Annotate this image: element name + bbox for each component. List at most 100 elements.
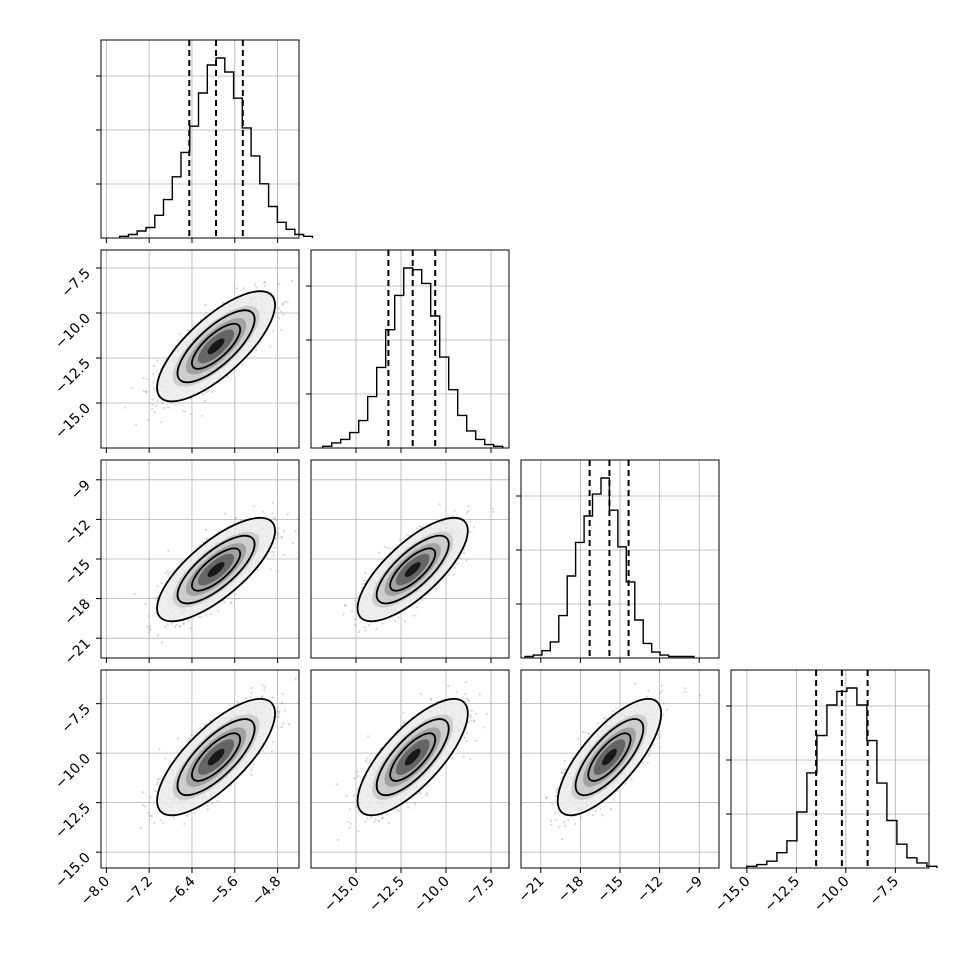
scatter-point bbox=[278, 307, 281, 310]
scatter-point bbox=[467, 504, 470, 508]
scatter-point bbox=[260, 340, 263, 343]
scatter-point bbox=[378, 552, 381, 555]
scatter-point bbox=[156, 399, 159, 403]
scatter-point bbox=[242, 287, 245, 290]
scatter-point bbox=[207, 389, 210, 392]
scatter-point bbox=[187, 619, 190, 622]
scatter-point bbox=[151, 373, 155, 376]
scatter-point bbox=[473, 526, 476, 529]
scatter-point bbox=[286, 301, 289, 304]
scatter-point bbox=[153, 411, 156, 414]
scatter-point bbox=[190, 413, 193, 416]
scatter-point bbox=[291, 280, 294, 283]
scatter-point bbox=[169, 571, 172, 574]
scatter-point bbox=[166, 569, 169, 572]
scatter-point bbox=[241, 363, 244, 366]
y-tick-label: −21 bbox=[62, 636, 94, 668]
scatter-point bbox=[142, 377, 145, 380]
scatter-point bbox=[253, 505, 256, 508]
scatter-point bbox=[164, 625, 167, 628]
scatter-point bbox=[210, 390, 213, 394]
scatter-point bbox=[283, 553, 286, 557]
scatter-point bbox=[124, 406, 127, 409]
scatter-point bbox=[151, 398, 154, 401]
scatter-point bbox=[182, 410, 185, 413]
scatter-point bbox=[210, 613, 213, 616]
y-tick-label: −15.0 bbox=[52, 401, 94, 443]
scatter-point bbox=[174, 404, 178, 407]
scatter-point bbox=[179, 333, 182, 336]
scatter-point bbox=[276, 570, 279, 573]
scatter-point bbox=[459, 557, 462, 560]
scatter-point bbox=[146, 418, 149, 422]
scatter-point bbox=[383, 545, 386, 549]
scatter-point bbox=[200, 615, 203, 619]
scatter-point bbox=[276, 535, 280, 539]
scatter-point bbox=[234, 516, 237, 519]
scatter-point bbox=[201, 414, 204, 417]
scatter-point bbox=[205, 528, 208, 532]
scatter-point bbox=[397, 616, 400, 619]
panel-frame bbox=[310, 249, 510, 449]
scatter-point bbox=[156, 359, 159, 362]
scatter-point bbox=[354, 599, 357, 602]
scatter-point bbox=[272, 330, 275, 333]
scatter-point bbox=[163, 407, 166, 410]
scatter-point bbox=[469, 531, 472, 534]
scatter-point bbox=[455, 562, 458, 565]
scatter-point bbox=[151, 403, 154, 406]
scatter-point bbox=[160, 421, 163, 424]
scatter-point bbox=[281, 303, 284, 306]
scatter-point bbox=[271, 501, 274, 504]
scatter-point bbox=[263, 280, 266, 284]
scatter-point bbox=[204, 399, 207, 402]
scatter-point bbox=[262, 510, 265, 514]
scatter-point bbox=[286, 512, 289, 516]
scatter-point bbox=[161, 402, 164, 405]
scatter-point bbox=[174, 625, 177, 629]
scatter-point bbox=[227, 375, 230, 378]
scatter-point bbox=[204, 614, 208, 617]
scatter-point bbox=[375, 627, 378, 631]
scatter-point bbox=[167, 406, 170, 409]
scatter-point bbox=[144, 390, 147, 394]
scatter-point bbox=[354, 603, 357, 606]
scatter-point bbox=[166, 623, 169, 626]
scatter-point bbox=[235, 287, 238, 290]
scatter-point bbox=[148, 625, 151, 628]
scatter-point bbox=[280, 310, 283, 313]
scatter-point bbox=[223, 600, 226, 604]
scatter-point bbox=[205, 311, 208, 314]
scatter-point bbox=[363, 626, 366, 629]
scatter-point bbox=[398, 538, 402, 541]
scatter-point bbox=[217, 609, 220, 613]
scatter-point bbox=[404, 620, 407, 623]
scatter-point bbox=[469, 520, 472, 524]
scatter-point bbox=[142, 389, 145, 393]
scatter-point bbox=[204, 303, 207, 306]
scatter-point bbox=[389, 547, 392, 550]
y-tick-label: −10.0 bbox=[52, 311, 94, 353]
scatter-point bbox=[358, 630, 361, 634]
scatter-point bbox=[176, 338, 179, 341]
scatter-point bbox=[155, 404, 158, 407]
scatter-point bbox=[273, 546, 276, 549]
panel-0-0 bbox=[96, 39, 314, 243]
scatter-point bbox=[277, 317, 280, 320]
scatter-point bbox=[344, 604, 347, 608]
scatter-point bbox=[281, 302, 284, 305]
scatter-point bbox=[152, 381, 155, 384]
scatter-point bbox=[354, 618, 357, 621]
scatter-point bbox=[152, 365, 155, 368]
scatter-point bbox=[135, 423, 138, 426]
scatter-point bbox=[274, 517, 277, 520]
scatter-point bbox=[160, 581, 163, 585]
scatter-point bbox=[435, 587, 438, 591]
scatter-point bbox=[255, 286, 258, 289]
scatter-point bbox=[278, 283, 281, 286]
scatter-point bbox=[182, 622, 185, 626]
scatter-point bbox=[381, 622, 384, 625]
scatter-point bbox=[202, 393, 205, 396]
panel-frame bbox=[100, 39, 300, 239]
